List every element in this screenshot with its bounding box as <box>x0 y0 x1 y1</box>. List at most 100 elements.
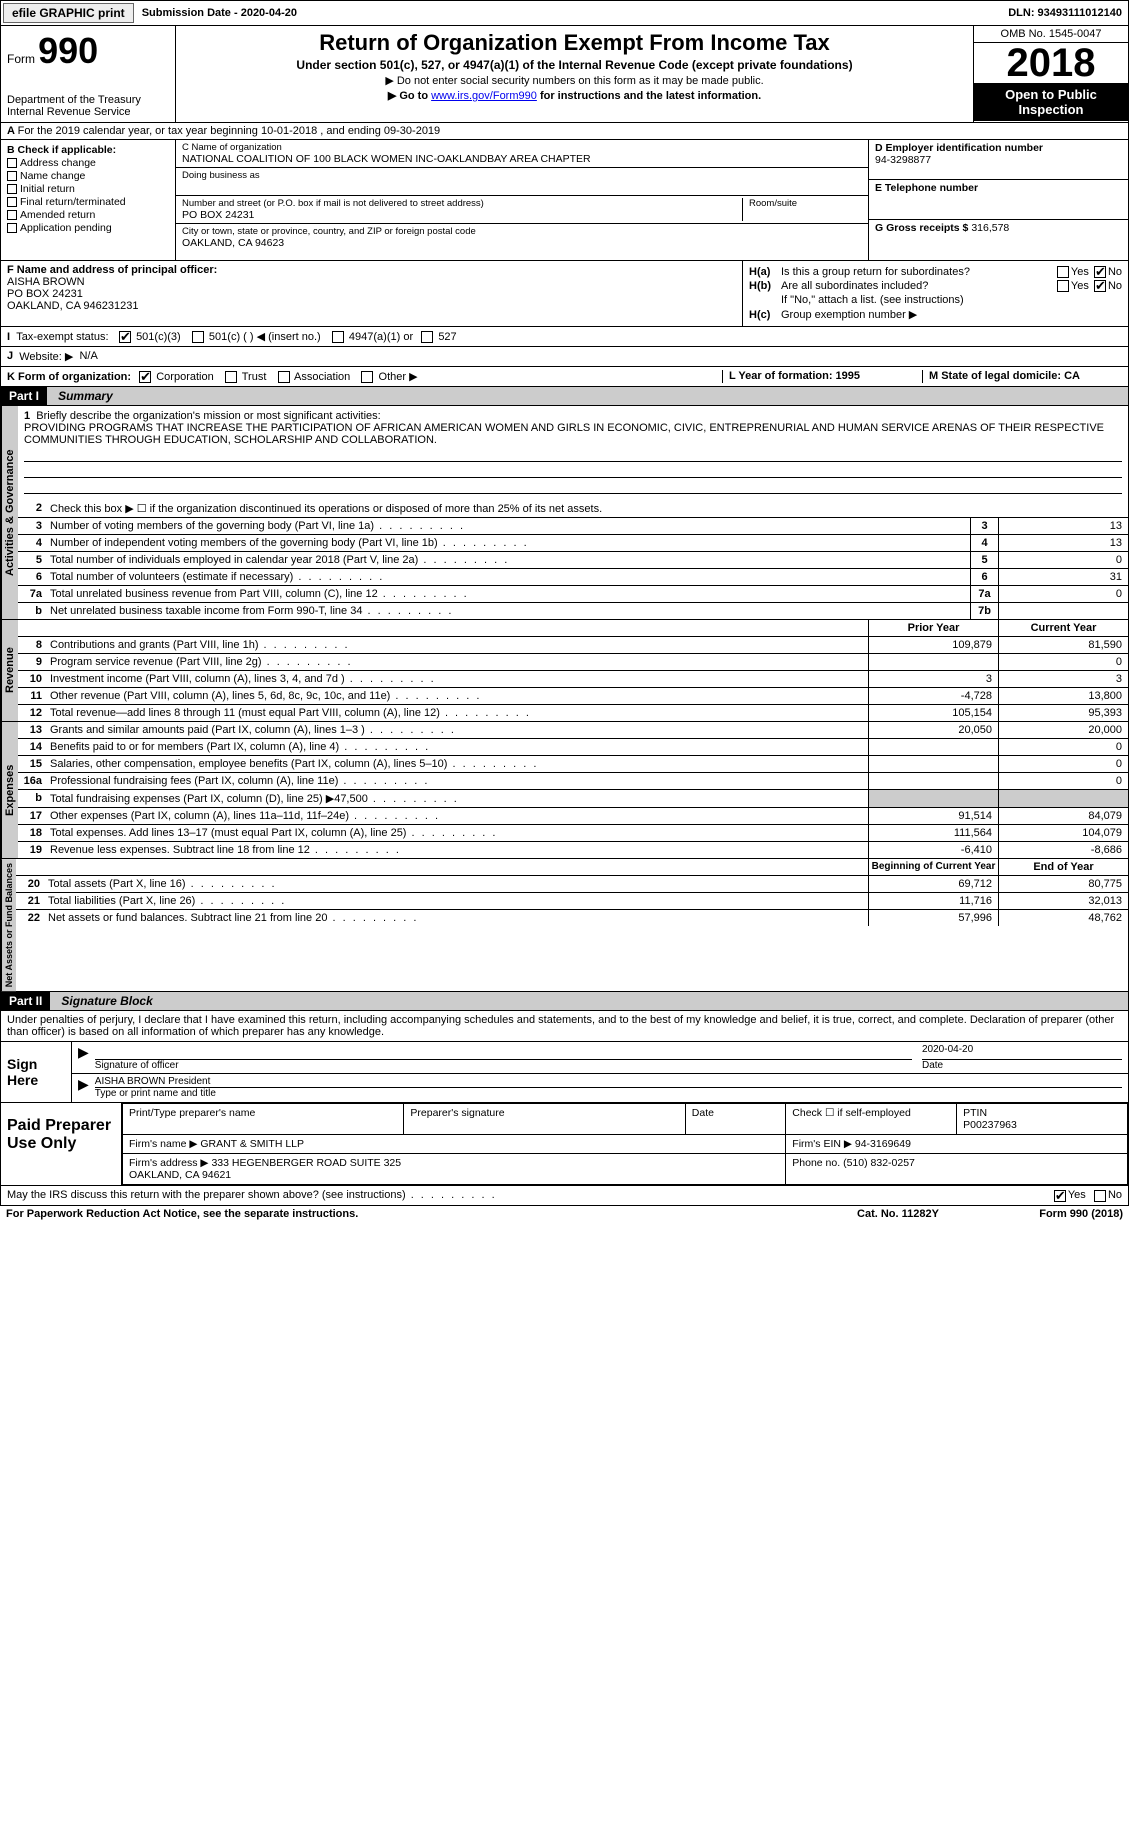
col-end-year: End of Year <box>998 859 1128 875</box>
firm-name-label: Firm's name ▶ <box>129 1138 197 1150</box>
chk-501c[interactable] <box>192 331 204 343</box>
col-current-year: Current Year <box>998 620 1128 636</box>
table-row: 12Total revenue—add lines 8 through 11 (… <box>18 705 1128 721</box>
section-activities-governance: Activities & Governance 1 Briefly descri… <box>0 406 1129 620</box>
org-name: NATIONAL COALITION OF 100 BLACK WOMEN IN… <box>182 153 862 165</box>
form-org-label: K Form of organization: <box>7 371 131 383</box>
firm-phone: (510) 832-0257 <box>843 1157 915 1169</box>
dept-label: Department of the Treasury Internal Reve… <box>7 94 169 118</box>
table-row: 13Grants and similar amounts paid (Part … <box>18 722 1128 739</box>
top-bar: efile GRAPHIC print Submission Date - 20… <box>0 0 1129 26</box>
prep-se-label: Check ☐ if self-employed <box>786 1104 957 1135</box>
chk-amended[interactable]: Amended return <box>7 209 169 221</box>
chk-4947[interactable] <box>332 331 344 343</box>
chk-initial-return[interactable]: Initial return <box>7 183 169 195</box>
ptin-label: PTIN <box>963 1107 987 1119</box>
preparer-table: Print/Type preparer's name Preparer's si… <box>122 1103 1128 1185</box>
part1-bar: Part I Summary <box>0 387 1129 406</box>
tab-net-assets: Net Assets or Fund Balances <box>1 859 16 991</box>
table-row: 8Contributions and grants (Part VIII, li… <box>18 637 1128 654</box>
section-expenses: Expenses 13Grants and similar amounts pa… <box>0 722 1129 859</box>
instructions-link[interactable]: www.irs.gov/Form990 <box>431 90 537 102</box>
box-c: C Name of organization NATIONAL COALITIO… <box>176 140 868 260</box>
sig-officer-label: Signature of officer <box>95 1060 179 1071</box>
chk-application-pending[interactable]: Application pending <box>7 222 169 234</box>
chk-other[interactable] <box>361 371 373 383</box>
prep-sig-label: Preparer's signature <box>404 1104 685 1135</box>
sig-name-label: Type or print name and title <box>95 1088 216 1099</box>
tax-year: 2018 <box>974 43 1128 83</box>
tab-expenses: Expenses <box>1 722 18 858</box>
chk-trust[interactable] <box>225 371 237 383</box>
ha-no[interactable] <box>1094 266 1106 278</box>
part1-label: Part I <box>1 387 47 405</box>
chk-name-change[interactable]: Name change <box>7 170 169 182</box>
box-b-title: B Check if applicable: <box>7 144 169 156</box>
discuss-yes[interactable] <box>1054 1190 1066 1202</box>
box-h: H(a) Is this a group return for subordin… <box>743 261 1128 326</box>
sign-here-label: Sign Here <box>1 1042 71 1102</box>
hb-yes[interactable] <box>1057 280 1069 292</box>
part2-title: Signature Block <box>53 992 160 1010</box>
sig-date-value: 2020-04-20 <box>922 1044 1122 1060</box>
table-row: 5Total number of individuals employed in… <box>18 552 1128 569</box>
part1-title: Summary <box>50 387 121 405</box>
box-f: F Name and address of principal officer:… <box>1 261 743 326</box>
submission-date: Submission Date - 2020-04-20 <box>136 7 303 19</box>
table-row: 6Total number of volunteers (estimate if… <box>18 569 1128 586</box>
officer-name: AISHA BROWN <box>7 276 85 288</box>
col-prior-year: Prior Year <box>868 620 998 636</box>
table-row: 4Number of independent voting members of… <box>18 535 1128 552</box>
officer-addr: PO BOX 24231 <box>7 288 83 300</box>
tab-revenue: Revenue <box>1 620 18 721</box>
efile-print-button[interactable]: efile GRAPHIC print <box>3 3 134 23</box>
table-row: 20Total assets (Part X, line 16)69,71280… <box>16 876 1128 893</box>
discuss-no[interactable] <box>1094 1190 1106 1202</box>
part2-bar: Part II Signature Block <box>0 992 1129 1011</box>
table-row: 3Number of voting members of the governi… <box>18 518 1128 535</box>
ha-yes[interactable] <box>1057 266 1069 278</box>
table-row: 15Salaries, other compensation, employee… <box>18 756 1128 773</box>
chk-association[interactable] <box>278 371 290 383</box>
table-row: 16aProfessional fundraising fees (Part I… <box>18 773 1128 790</box>
website-label: Website: ▶ <box>19 350 73 363</box>
chk-527[interactable] <box>421 331 433 343</box>
part2-label: Part II <box>1 992 50 1010</box>
gross-receipts-value: 316,578 <box>971 222 1009 234</box>
section-revenue: Revenue Prior Year Current Year 8Contrib… <box>0 620 1129 722</box>
ein-value: 94-3298877 <box>875 154 1122 166</box>
sig-name-value: AISHA BROWN President <box>95 1076 1122 1088</box>
fh-block: F Name and address of principal officer:… <box>0 261 1129 327</box>
q2-text: Check this box ▶ ☐ if the organization d… <box>46 500 1128 517</box>
chk-final-return[interactable]: Final return/terminated <box>7 196 169 208</box>
chk-corporation[interactable] <box>139 371 151 383</box>
line-a-text: For the 2019 calendar year, or tax year … <box>18 125 441 137</box>
line-i: I Tax-exempt status: 501(c)(3) 501(c) ( … <box>0 327 1129 347</box>
signature-intro: Under penalties of perjury, I declare th… <box>1 1011 1128 1041</box>
hb-note: If "No," attach a list. (see instruction… <box>749 294 1122 306</box>
firm-addr-label: Firm's address ▶ <box>129 1157 209 1169</box>
goto-prefix: ▶ Go to <box>388 90 431 102</box>
phone-label: E Telephone number <box>875 182 1122 194</box>
hb-text: Are all subordinates included? <box>781 280 1055 292</box>
hb-no[interactable] <box>1094 280 1106 292</box>
form-note-2: ▶ Go to www.irs.gov/Form990 for instruct… <box>182 89 967 102</box>
form-title: Return of Organization Exempt From Incom… <box>182 30 967 56</box>
org-address: PO BOX 24231 <box>182 209 742 221</box>
mission-label: Briefly describe the organization's miss… <box>36 410 380 422</box>
table-row: 14Benefits paid to or for members (Part … <box>18 739 1128 756</box>
chk-address-change[interactable]: Address change <box>7 157 169 169</box>
paperwork-notice: For Paperwork Reduction Act Notice, see … <box>6 1208 823 1220</box>
cat-no: Cat. No. 11282Y <box>823 1208 973 1220</box>
dln: DLN: 93493111012140 <box>1002 7 1128 19</box>
sig-date-label: Date <box>922 1060 943 1071</box>
prep-date-label: Date <box>685 1104 786 1135</box>
chk-501c3[interactable] <box>119 331 131 343</box>
ein-label: D Employer identification number <box>875 142 1122 154</box>
line-m: M State of legal domicile: CA <box>922 370 1122 383</box>
ha-text: Is this a group return for subordinates? <box>781 266 1055 278</box>
hc-text: Group exemption number ▶ <box>781 308 1122 321</box>
tab-activities-governance: Activities & Governance <box>1 406 18 619</box>
table-row: bNet unrelated business taxable income f… <box>18 603 1128 619</box>
table-row: 18Total expenses. Add lines 13–17 (must … <box>18 825 1128 842</box>
